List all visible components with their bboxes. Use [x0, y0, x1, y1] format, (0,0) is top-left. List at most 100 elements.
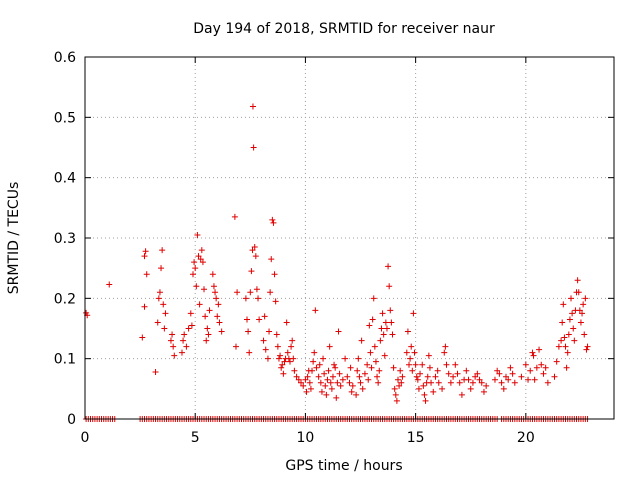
x-axis-label: GPS time / hours	[285, 458, 402, 474]
data-point	[570, 325, 577, 332]
data-point	[213, 295, 220, 302]
data-point	[533, 364, 540, 371]
data-point	[536, 346, 543, 353]
data-point	[569, 310, 576, 317]
data-point	[201, 286, 208, 293]
data-point	[187, 310, 194, 317]
y-tick-label: 0.2	[54, 291, 76, 307]
data-point	[288, 343, 295, 350]
data-point	[354, 367, 361, 374]
data-point	[256, 316, 263, 323]
data-point	[180, 337, 187, 344]
data-point	[205, 331, 212, 338]
data-point	[156, 289, 163, 296]
data-point	[323, 391, 330, 398]
data-point	[417, 370, 424, 377]
data-point	[378, 325, 385, 332]
data-point	[204, 325, 211, 332]
data-point	[193, 283, 200, 290]
data-point	[332, 364, 339, 371]
data-point	[218, 328, 225, 335]
data-point	[324, 376, 331, 383]
data-point	[561, 334, 568, 341]
data-point	[432, 373, 439, 380]
y-tick-label: 0	[67, 412, 76, 428]
data-point	[478, 379, 485, 386]
data-point	[377, 337, 384, 344]
data-point	[584, 343, 591, 350]
data-point	[155, 295, 162, 302]
data-point	[531, 376, 538, 383]
data-point	[328, 385, 335, 392]
data-point	[281, 358, 288, 365]
data-point	[304, 373, 311, 380]
y-axis-label: SRMTID / TECUs	[6, 182, 22, 295]
data-point	[476, 376, 483, 383]
data-point	[266, 328, 273, 335]
data-point	[456, 379, 463, 386]
data-point	[181, 331, 188, 338]
data-point	[474, 370, 481, 377]
data-point	[467, 385, 474, 392]
data-point	[571, 337, 578, 344]
data-point	[507, 364, 514, 371]
data-point	[274, 343, 281, 350]
data-point	[250, 144, 257, 151]
data-point	[141, 303, 148, 310]
data-point	[267, 289, 274, 296]
data-point	[472, 373, 479, 380]
data-point	[527, 367, 534, 374]
data-point	[320, 355, 327, 362]
data-point	[283, 319, 290, 326]
x-tick-label: 5	[191, 430, 200, 446]
data-point	[306, 379, 313, 386]
data-point	[347, 364, 354, 371]
data-point	[445, 370, 452, 377]
y-tick-label: 0.5	[54, 110, 76, 126]
data-point	[380, 331, 387, 338]
data-point	[409, 367, 416, 374]
data-point	[505, 376, 512, 383]
data-point	[483, 382, 490, 389]
data-point	[580, 301, 587, 308]
data-point	[575, 289, 582, 296]
data-point	[280, 370, 287, 377]
data-point	[251, 244, 258, 251]
data-point	[359, 385, 366, 392]
data-point	[502, 373, 509, 380]
data-point	[385, 263, 392, 270]
data-point	[232, 343, 239, 350]
data-point	[404, 328, 411, 335]
data-point	[196, 301, 203, 308]
data-point	[415, 385, 422, 392]
data-point	[366, 322, 373, 329]
data-point	[210, 283, 217, 290]
data-point	[291, 367, 298, 374]
data-point	[335, 328, 342, 335]
data-point	[325, 367, 332, 374]
data-point	[190, 271, 197, 278]
data-point	[198, 247, 205, 254]
data-point	[376, 367, 383, 374]
data-point	[303, 388, 310, 395]
data-point	[246, 349, 253, 356]
data-point	[344, 373, 351, 380]
data-point	[491, 376, 498, 383]
data-point	[255, 295, 262, 302]
data-point	[581, 331, 588, 338]
data-point	[465, 376, 472, 383]
data-point	[568, 295, 575, 302]
data-point	[413, 373, 420, 380]
data-point	[346, 379, 353, 386]
data-point	[231, 213, 238, 220]
y-tick-label: 0.1	[54, 352, 76, 368]
data-point	[356, 373, 363, 380]
data-point	[374, 373, 381, 380]
data-point	[339, 376, 346, 383]
data-point	[355, 355, 362, 362]
data-point	[397, 367, 404, 374]
data-point	[530, 352, 537, 359]
data-point	[286, 358, 293, 365]
data-point	[160, 301, 167, 308]
data-point	[264, 355, 271, 362]
